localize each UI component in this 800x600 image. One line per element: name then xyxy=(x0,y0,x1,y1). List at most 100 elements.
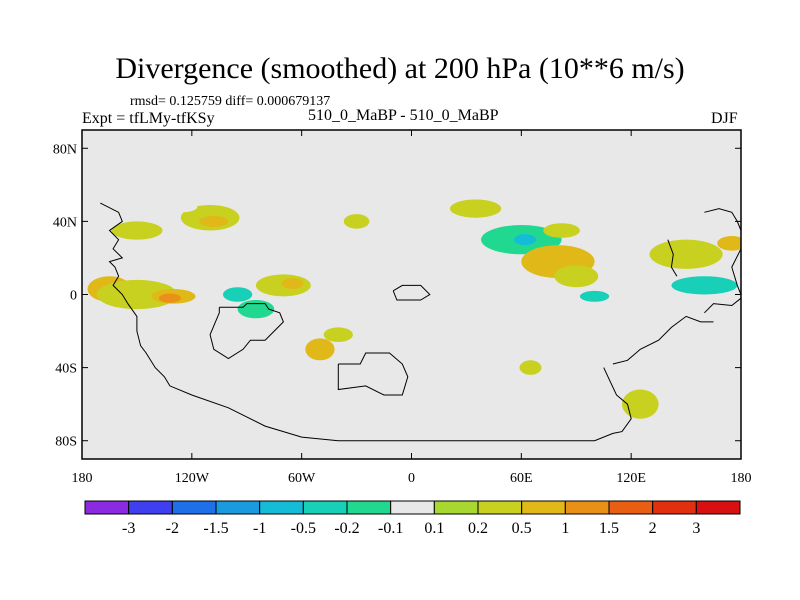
colorbar-swatch xyxy=(695,500,741,515)
coastline-0 xyxy=(100,202,614,442)
colorbar-swatch xyxy=(215,500,261,515)
colorbar-level-label: -2 xyxy=(166,520,179,537)
y-tick-label: 80S xyxy=(55,435,77,450)
season-label: DJF xyxy=(711,110,738,127)
contour-region-24 xyxy=(422,241,474,257)
y-tick-label: 40S xyxy=(55,362,77,377)
contour-region-29 xyxy=(484,298,522,310)
colorbar-level-label: 0.1 xyxy=(424,520,444,537)
contour-region-22 xyxy=(402,184,439,200)
contour-region-37 xyxy=(645,305,690,321)
coastline-1 xyxy=(209,303,284,360)
x-tick-label: 120W xyxy=(175,471,210,486)
coastline-group xyxy=(100,202,741,442)
contour-fill-group xyxy=(82,150,741,447)
y-tick-label: 40N xyxy=(53,215,77,230)
colorbar-level-label: 0.2 xyxy=(468,520,488,537)
colorbar: -3 -2 -1.5 -1 -0.5 -0.2 -0.1 0.1 0.2 0.5 1 1.5 2 3 xyxy=(84,500,741,537)
contour-region-34 xyxy=(671,276,738,295)
contour-region-16 xyxy=(343,214,370,229)
colorbar-swatch xyxy=(608,500,654,515)
run-label: 510_0_MaBP - 510_0_MaBP xyxy=(308,107,499,124)
contour-region-18 xyxy=(283,234,320,246)
contour-region-8 xyxy=(199,215,229,227)
contour-region-43 xyxy=(338,150,375,162)
chart-title: Divergence (smoothed) at 200 hPa (10**6 … xyxy=(115,52,685,85)
contour-region-14 xyxy=(237,299,275,319)
contour-region-17 xyxy=(263,201,286,213)
contour-region-1 xyxy=(96,279,178,310)
colorbar-swatch xyxy=(84,500,130,515)
colorbar-level-label: -0.1 xyxy=(378,520,403,537)
colorbar-swatch xyxy=(564,500,610,515)
contour-region-10 xyxy=(202,248,255,268)
map-axes: 180 120W 60W 0 60E 120E 180 80N 40N 0 40S 80S xyxy=(53,129,752,486)
colorbar-swatch xyxy=(652,500,697,515)
colorbar-swatch xyxy=(390,500,435,515)
contour-region-35 xyxy=(717,236,741,251)
contour-region-21 xyxy=(349,298,372,310)
coastline-8 xyxy=(704,297,741,314)
contour-region-36 xyxy=(678,223,731,238)
colorbar-level-label: 2 xyxy=(649,520,657,537)
contour-region-40 xyxy=(224,426,269,438)
contour-region-6 xyxy=(111,221,163,240)
colorbar-swatch xyxy=(346,500,392,515)
contour-region-19 xyxy=(305,338,335,361)
x-tick-label: 60W xyxy=(288,471,316,486)
map-plot-area xyxy=(82,130,741,459)
colorbar-swatch xyxy=(259,500,304,515)
colorbar-level-label: 1 xyxy=(561,520,569,537)
contour-region-23 xyxy=(449,199,502,218)
contour-region-44 xyxy=(667,151,705,163)
x-tick-label: 0 xyxy=(408,471,415,486)
colorbar-level-label: 0.5 xyxy=(512,520,532,537)
contour-region-12 xyxy=(281,278,304,290)
coastline-7 xyxy=(704,208,741,295)
coastline-5 xyxy=(603,367,632,434)
contour-region-20 xyxy=(323,327,353,343)
colorbar-level-label: 3 xyxy=(692,520,700,537)
coastline-4 xyxy=(612,315,714,365)
colorbar-swatch xyxy=(171,500,217,515)
contour-region-3 xyxy=(158,293,181,303)
colorbar-level-label: -0.5 xyxy=(291,520,316,537)
contour-region-30 xyxy=(519,360,542,375)
colorbar-level-label: -0.2 xyxy=(334,520,359,537)
colorbar-level-label: -1 xyxy=(253,520,266,537)
contour-region-15 xyxy=(301,245,357,264)
contour-region-13 xyxy=(222,287,253,302)
colorbar-level-label: -3 xyxy=(122,520,135,537)
colorbar-level-label: 1.5 xyxy=(599,520,619,537)
experiment-label: Expt = tfLMy-tfKSy xyxy=(82,110,215,127)
y-tick-label: 80N xyxy=(53,142,77,157)
x-tick-label: 180 xyxy=(72,471,93,486)
rmsd-diff-stats: rmsd= 0.125759 diff= 0.000679137 xyxy=(130,94,331,109)
y-tick-label: 0 xyxy=(70,289,77,304)
contour-region-31 xyxy=(404,314,456,330)
contour-region-33 xyxy=(649,239,723,269)
contour-region-9 xyxy=(168,201,198,213)
contour-region-41 xyxy=(409,431,469,443)
colorbar-swatch xyxy=(433,500,479,515)
colorbar-swatch xyxy=(302,500,348,515)
contour-region-26 xyxy=(514,234,536,246)
x-tick-label: 180 xyxy=(731,471,752,486)
x-tick-label: 60E xyxy=(510,471,533,486)
coastline-2 xyxy=(337,352,409,396)
coastline-3 xyxy=(392,284,431,301)
colorbar-swatch xyxy=(477,500,523,515)
coastline-6 xyxy=(667,239,678,277)
contour-region-32 xyxy=(579,290,610,302)
contour-region-39 xyxy=(136,426,174,438)
contour-region-38 xyxy=(622,389,659,419)
contour-region-4 xyxy=(82,217,119,233)
colorbar-level-label: -1.5 xyxy=(203,520,228,537)
colorbar-swatch xyxy=(128,500,173,515)
contour-region-5 xyxy=(116,248,176,268)
colorbar-swatch xyxy=(521,500,566,515)
contour-region-28 xyxy=(554,265,599,288)
contour-region-45 xyxy=(543,223,580,238)
x-tick-label: 120E xyxy=(616,471,646,486)
